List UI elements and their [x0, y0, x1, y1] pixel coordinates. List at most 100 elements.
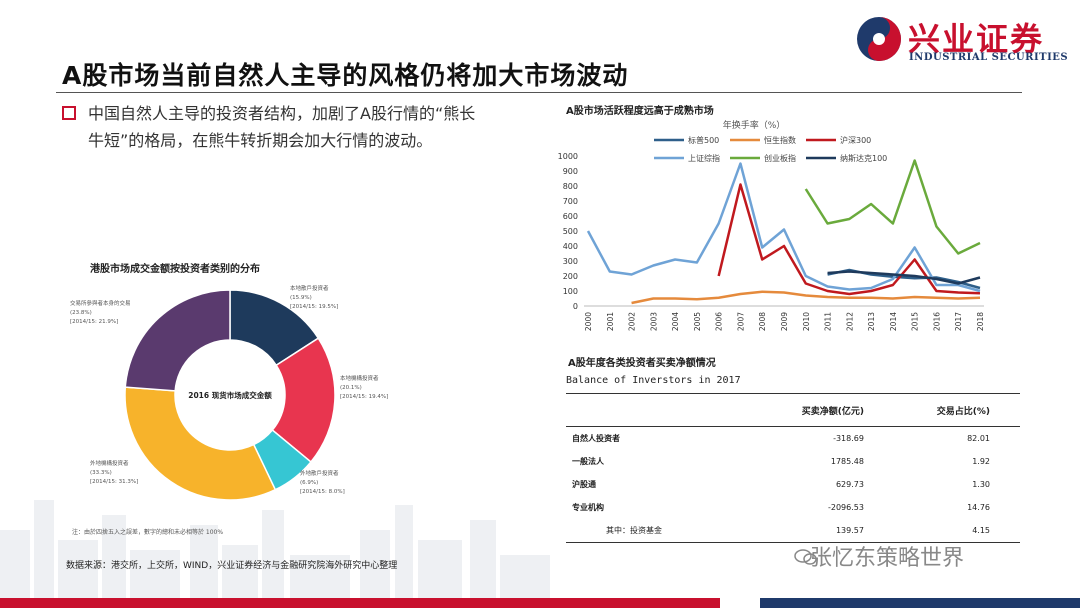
table-subtitle: Balance of Inverstors in 2017 [566, 375, 741, 386]
table-row: 专业机构 -2096.53 14.76 [566, 496, 1020, 519]
data-source: 数据来源：港交所，上交所，WIND，兴业证券经济与金融研究院海外研究中心整理 [66, 561, 398, 571]
table-header-blank [566, 393, 755, 427]
x-tick-label: 2001 [606, 312, 615, 331]
donut-center-label: 2016 现货市场成交金额 [188, 390, 272, 400]
x-tick-label: 2011 [824, 312, 833, 331]
brand-logo-icon [857, 17, 901, 61]
row-name: 自然人投资者 [572, 434, 620, 443]
legend-label: 上证综指 [688, 153, 720, 163]
series-line [586, 162, 981, 293]
x-tick-label: 2015 [911, 312, 920, 331]
y-tick-label: 800 [563, 182, 578, 191]
slice-label: 交易所參與者本身的交易 [70, 299, 131, 307]
x-tick-label: 2013 [867, 312, 876, 331]
y-tick-label: 400 [563, 242, 578, 251]
turnover-line-chart: 年换手率（%） 标普500 恒生指数 沪深300 上证综指 创业板指 纳斯达克100 0 100… [558, 119, 985, 331]
row-share: 1.92 [972, 457, 990, 466]
row-share: 14.76 [967, 503, 990, 512]
x-tick-label: 2008 [758, 312, 767, 331]
title-divider [56, 92, 1022, 93]
y-tick-label: 100 [563, 287, 578, 296]
slice-label: 本地機構投資者 [340, 374, 379, 382]
series-line [717, 183, 981, 296]
line-chart-title: A股市场活跃程度远高于成熟市场 [566, 106, 714, 117]
y-tick-label: 0 [573, 302, 578, 311]
x-tick-label: 2016 [932, 312, 941, 331]
slice-label: (6.9%) [300, 480, 318, 486]
legend-label: 纳斯达克100 [840, 153, 887, 163]
row-net: 629.73 [835, 480, 864, 489]
table-row: 一般法人 1785.48 1.92 [566, 450, 1020, 473]
y-tick-label: 900 [563, 167, 578, 176]
slice-label: [2014/15: 19.5%] [290, 304, 338, 310]
x-tick-label: 2010 [802, 312, 811, 331]
row-name: 其中：投资基金 [566, 519, 755, 543]
slice-label: 外地散戶投資者 [300, 469, 339, 477]
row-name: 一般法人 [572, 457, 604, 466]
series-line [827, 270, 981, 285]
table-row: 其中：投资基金 139.57 4.15 [566, 519, 1020, 543]
footer-bar-red [0, 598, 720, 608]
x-tick-label: 2018 [976, 312, 985, 331]
table-header-net: 买卖净额(亿元) [754, 393, 894, 427]
wechat-icon [794, 549, 817, 565]
slice-label: (20.1%) [340, 385, 362, 391]
y-tick-label: 1000 [558, 152, 578, 161]
table-row: 沪股通 629.73 1.30 [566, 473, 1020, 496]
investor-type-donut-chart: 本地散戶投資者 (15.9%) [2014/15: 19.5%] 本地機構投資者 (20… [70, 284, 388, 501]
slice-label: [2014/15: 31.3%] [90, 479, 138, 485]
x-tick-label: 2000 [584, 312, 593, 331]
table-header-share: 交易占比(%) [893, 393, 1020, 427]
slice-label: 本地散戶投資者 [290, 284, 329, 292]
row-name: 专业机构 [572, 503, 604, 512]
pie-chart-title: 港股市场成交金额按投资者类别的分布 [90, 264, 260, 275]
x-tick-label: 2005 [693, 312, 702, 331]
row-share: 82.01 [967, 434, 990, 443]
y-tick-label: 500 [563, 227, 578, 236]
row-share: 1.30 [972, 480, 990, 489]
watermark: 张忆东策略世界 [810, 546, 965, 571]
table-header-row: 买卖净额(亿元) 交易占比(%) [566, 393, 1020, 427]
brand-subtitle: INDUSTRIAL SECURITIES [909, 52, 1069, 63]
x-tick-label: 2004 [671, 312, 680, 331]
row-net: 139.57 [754, 519, 894, 543]
bullet-square-icon [62, 106, 76, 120]
series-line [804, 159, 981, 255]
legend-label: 标普500 [688, 135, 719, 145]
row-net: -318.69 [833, 434, 864, 443]
series-line [631, 290, 981, 305]
slice-label: (23.8%) [70, 310, 92, 316]
footer-bar-blue [760, 598, 1080, 608]
row-net: 1785.48 [830, 457, 864, 466]
slice-label: [2014/15: 8.0%] [300, 489, 345, 495]
slide-title: A股市场当前自然人主导的风格仍将加大市场波动 [62, 61, 629, 90]
row-net: -2096.53 [827, 503, 864, 512]
x-tick-label: 2012 [845, 312, 854, 331]
row-share: 4.15 [893, 519, 1020, 543]
slice-label: 外地機構投資者 [90, 459, 129, 467]
legend-label: 创业板指 [764, 153, 796, 163]
donut-slice [124, 289, 231, 392]
x-tick-label: 2017 [954, 312, 963, 331]
chart-subtitle: 年换手率（%） [723, 119, 786, 131]
y-tick-label: 600 [563, 212, 578, 221]
slice-label: [2014/15: 21.9%] [70, 319, 118, 325]
x-tick-label: 2002 [628, 312, 637, 331]
x-tick-label: 2014 [889, 312, 898, 331]
x-tick-label: 2003 [649, 312, 658, 331]
brand-name: 兴业证券 [908, 20, 1045, 58]
y-tick-label: 700 [563, 197, 578, 206]
x-tick-label: 2009 [780, 312, 789, 331]
bullet-text: 中国自然人主导的投资者结构，加剧了A股行情的“熊长牛短”的格局，在熊牛转折期会加… [88, 104, 476, 150]
legend-label: 恒生指数 [764, 135, 796, 145]
pie-chart-note: 注：由於四捨五入之誤差，數字的總和未必相等於 100% [72, 529, 224, 536]
table-row: 自然人投资者 -318.69 82.01 [566, 427, 1020, 451]
legend-label: 沪深300 [840, 135, 871, 145]
y-tick-label: 300 [563, 257, 578, 266]
slice-label: (15.9%) [290, 295, 312, 301]
y-tick-label: 200 [563, 272, 578, 281]
investor-balance-table: 买卖净额(亿元) 交易占比(%) 自然人投资者 -318.69 82.01 一般… [566, 393, 1020, 543]
table-title: A股年度各类投资者买卖净额情况 [568, 358, 716, 369]
slice-label: (33.3%) [90, 470, 112, 476]
row-name: 沪股通 [572, 480, 596, 489]
